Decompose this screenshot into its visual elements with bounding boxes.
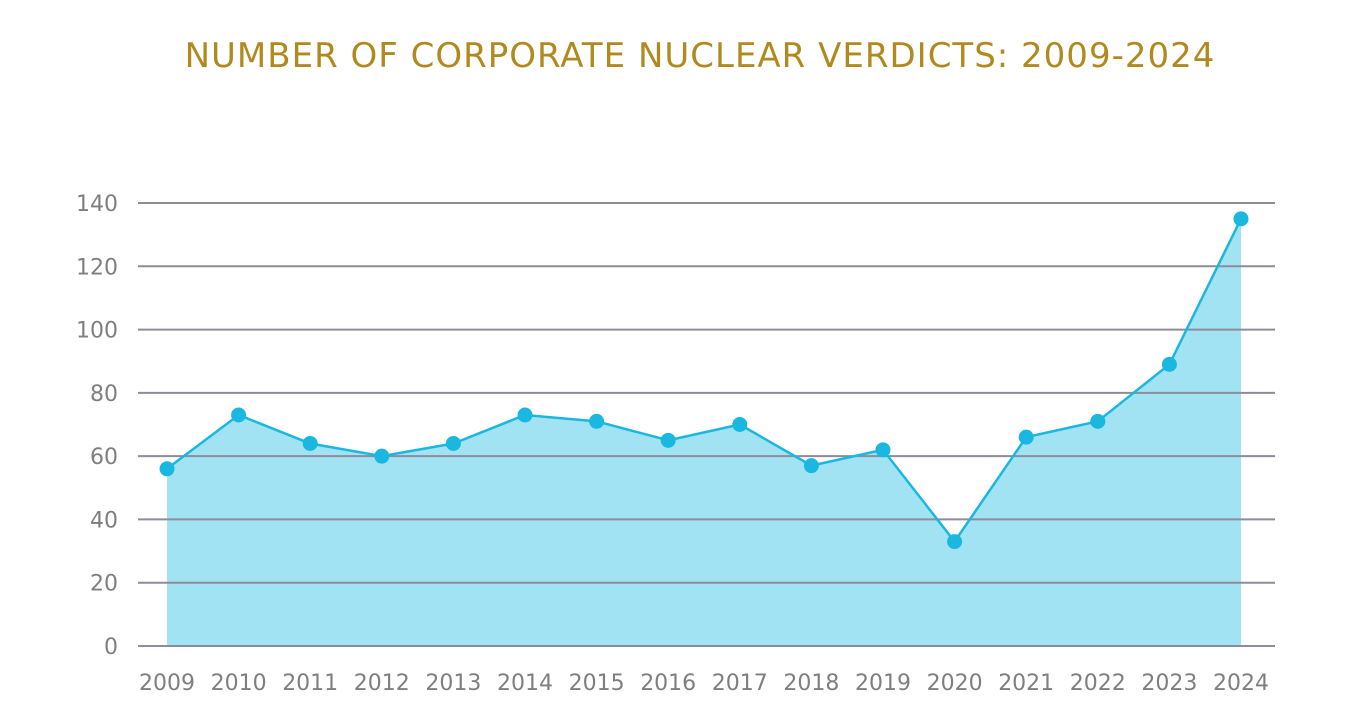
x-tick-label: 2019 [855,671,911,696]
y-tick-label: 100 [76,319,118,344]
y-tick-label: 140 [76,192,118,217]
series-line-layer [166,218,1243,544]
y-tick-label: 20 [90,572,118,597]
area-fill [167,218,1241,647]
y-tick-label: 80 [90,382,118,407]
x-tick-label: 2020 [927,671,983,696]
data-point-2018 [803,458,819,474]
data-point-2023 [1161,356,1177,372]
data-point-2021 [1018,429,1034,445]
x-tick-label: 2023 [1141,671,1197,696]
data-point-2009 [159,461,175,477]
data-point-2020 [947,534,963,550]
x-tick-label: 2022 [1070,671,1126,696]
data-point-2013 [445,435,461,451]
data-point-2024 [1233,211,1249,227]
x-tick-label: 2009 [139,671,195,696]
data-point-2015 [589,413,605,429]
x-tick-label: 2010 [211,671,267,696]
x-tick-label: 2018 [783,671,839,696]
x-tick-label: 2013 [425,671,481,696]
x-tick-label: 2021 [998,671,1054,696]
data-points [159,211,1249,550]
x-tick-label: 2017 [712,671,768,696]
y-tick-label: 60 [90,445,118,470]
data-point-2012 [374,448,390,464]
data-point-2019 [875,442,891,458]
area-fill-layer [167,218,1241,647]
x-axis-tick-labels: 2009 2010 2011 2012 2013 2014 2015 2016 2017 2018… [139,671,1269,696]
data-point-2016 [660,432,676,448]
data-point-2014 [517,407,533,423]
x-tick-label: 2016 [640,671,696,696]
y-axis-tick-labels: 0 20 40 60 80 100 120 140 [76,192,118,660]
data-point-2011 [302,435,318,451]
x-tick-label: 2011 [282,671,338,696]
data-point-2022 [1090,413,1106,429]
x-tick-label: 2024 [1213,671,1269,696]
series-line [166,218,1243,544]
x-tick-label: 2014 [497,671,553,696]
y-tick-label: 120 [76,255,118,280]
gridlines [138,202,1275,647]
x-tick-label: 2015 [569,671,625,696]
data-point-2010 [231,407,247,423]
y-tick-label: 0 [104,635,118,660]
data-point-2017 [732,417,748,432]
y-tick-label: 40 [90,508,118,533]
x-tick-label: 2012 [354,671,410,696]
chart-title: NUMBER OF CORPORATE NUCLEAR VERDICTS: 20… [184,36,1216,76]
